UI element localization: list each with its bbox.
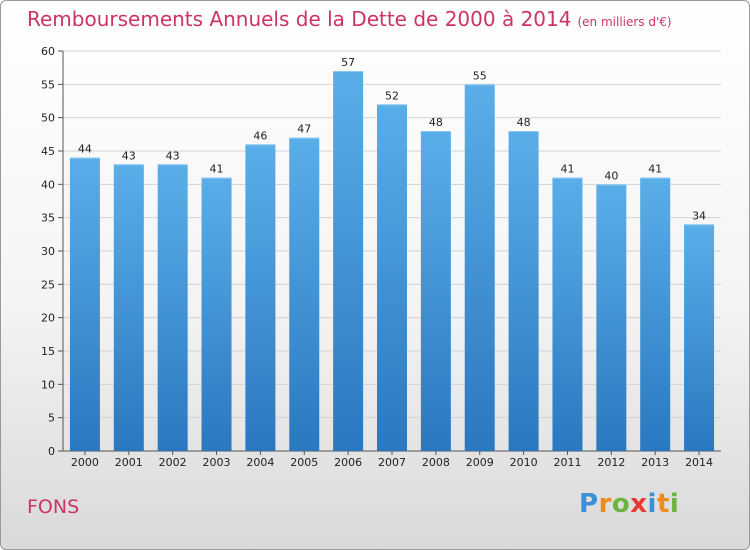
value-label: 46 bbox=[253, 129, 267, 142]
value-label: 44 bbox=[78, 143, 92, 156]
y-tick-label: 45 bbox=[41, 145, 55, 158]
bar-2001 bbox=[113, 164, 144, 452]
y-tick-label: 30 bbox=[41, 245, 55, 258]
x-tick-label: 2005 bbox=[290, 456, 318, 469]
logo-letter: P bbox=[579, 489, 599, 519]
x-tick-labels: 2000 2001 2002 2003 2004 2005 2006 2007 2008 2009… bbox=[71, 451, 713, 469]
y-tick-label: 40 bbox=[41, 178, 55, 191]
bar-2004 bbox=[245, 144, 276, 452]
bar-2008 bbox=[420, 131, 451, 451]
y-tick-labels: 0 5 10 15 20 25 30 35 40 45 50 55 60 bbox=[41, 45, 55, 458]
value-label: 41 bbox=[560, 163, 574, 176]
value-label: 47 bbox=[297, 123, 311, 136]
y-tick-label: 20 bbox=[41, 312, 55, 325]
logo-letter: x bbox=[630, 489, 648, 519]
y-tick-label: 50 bbox=[41, 112, 55, 125]
bar-2006 bbox=[333, 71, 364, 451]
bar-2002 bbox=[157, 164, 188, 452]
x-tick-label: 2007 bbox=[378, 456, 406, 469]
x-tick-label: 2010 bbox=[510, 456, 538, 469]
y-tick-label: 15 bbox=[41, 345, 55, 358]
bar-2005 bbox=[289, 137, 320, 451]
chart-subtitle: (en milliers d'€) bbox=[577, 15, 672, 29]
y-tick-label: 5 bbox=[48, 412, 55, 425]
bar-2014 bbox=[684, 224, 715, 451]
x-tick-label: 2003 bbox=[203, 456, 231, 469]
value-label: 48 bbox=[517, 116, 531, 129]
value-label: 34 bbox=[692, 209, 706, 222]
x-tick-label: 2013 bbox=[641, 456, 669, 469]
logo-letter: i bbox=[647, 489, 657, 519]
place-name: FONS bbox=[27, 496, 80, 518]
value-label: 43 bbox=[122, 149, 136, 162]
value-labels: 44 43 43 41 46 47 57 52 48 55 48 41 40 41 34 bbox=[78, 56, 706, 222]
logo-letter: t bbox=[656, 489, 670, 519]
bar-2007 bbox=[377, 104, 407, 451]
bar-2011 bbox=[552, 177, 583, 451]
value-label: 57 bbox=[341, 56, 355, 69]
logo-letter: r bbox=[598, 489, 612, 519]
bar-2000 bbox=[69, 157, 100, 451]
value-label: 48 bbox=[429, 116, 443, 129]
logo-letter: o bbox=[611, 489, 631, 519]
bar-2003 bbox=[201, 177, 232, 451]
value-label: 52 bbox=[385, 89, 399, 102]
x-tick-label: 2014 bbox=[685, 456, 713, 469]
x-tick-label: 2012 bbox=[597, 456, 625, 469]
x-tick-label: 2001 bbox=[115, 456, 143, 469]
bar-2013 bbox=[640, 177, 671, 451]
x-tick-label: 2009 bbox=[466, 456, 494, 469]
value-label: 55 bbox=[473, 69, 487, 82]
bar-2009 bbox=[464, 84, 495, 451]
y-tick-label: 35 bbox=[41, 212, 55, 225]
x-tick-label: 2006 bbox=[334, 456, 362, 469]
x-tick-label: 2011 bbox=[553, 456, 581, 469]
chart-title: Remboursements Annuels de la Dette de 20… bbox=[27, 7, 672, 31]
proxiti-logo: Proxiti bbox=[579, 489, 679, 519]
value-label: 43 bbox=[166, 149, 180, 162]
x-tick-label: 2004 bbox=[246, 456, 274, 469]
y-tick-label: 60 bbox=[41, 45, 55, 58]
y-tick-label: 55 bbox=[41, 78, 55, 91]
bar-2012 bbox=[596, 184, 627, 452]
logo-letter: i bbox=[669, 489, 680, 519]
bars bbox=[69, 71, 715, 452]
x-tick-label: 2002 bbox=[159, 456, 187, 469]
y-tick-label: 25 bbox=[41, 278, 55, 291]
bar-2010 bbox=[508, 131, 539, 451]
x-tick-label: 2008 bbox=[422, 456, 450, 469]
value-label: 41 bbox=[648, 163, 662, 176]
x-tick-label: 2000 bbox=[71, 456, 99, 469]
y-tick-label: 0 bbox=[48, 445, 55, 458]
y-tick-label: 10 bbox=[41, 378, 55, 391]
value-label: 40 bbox=[604, 169, 618, 182]
value-label: 41 bbox=[210, 163, 224, 176]
